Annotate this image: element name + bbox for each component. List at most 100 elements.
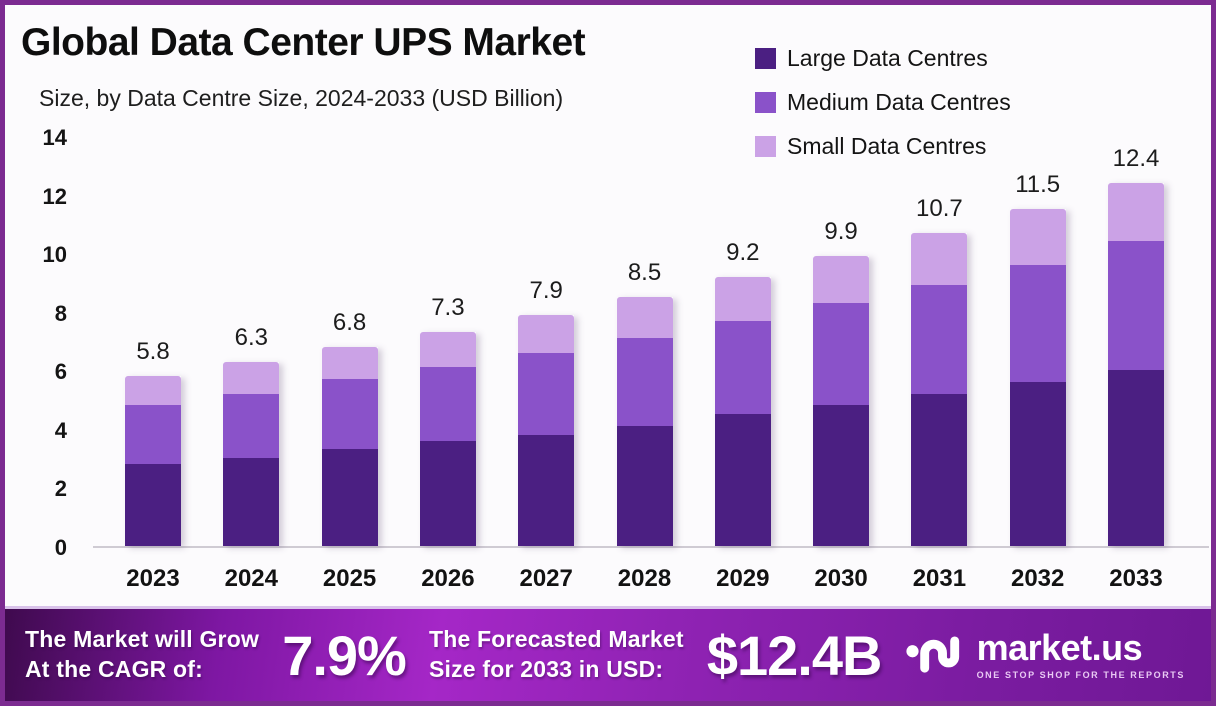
bar-total-label: 9.2 xyxy=(726,238,760,266)
bar-2024 xyxy=(223,361,280,546)
bar-segment xyxy=(911,393,968,546)
bar-segment xyxy=(813,405,870,546)
x-tick-label: 2029 xyxy=(716,565,770,592)
bar-segment xyxy=(714,414,771,546)
y-tick-label: 2 xyxy=(54,476,67,502)
bar-total-label: 7.3 xyxy=(431,294,465,322)
bar-segment xyxy=(911,285,968,394)
legend-swatch xyxy=(755,136,776,157)
bar-segment xyxy=(125,405,181,464)
x-tick-label: 2025 xyxy=(322,565,377,592)
bar-2025 xyxy=(321,346,378,546)
bar-segment xyxy=(1009,209,1066,265)
y-axis: 0 2 4 6 8 10 12 14 xyxy=(5,125,81,560)
x-tick-label: 2027 xyxy=(519,565,573,592)
bar-segment xyxy=(714,276,771,321)
brand: market.us ONE STOP SHOP FOR THE REPORTS xyxy=(905,628,1185,682)
bar-segment xyxy=(419,332,476,368)
bar-segment xyxy=(813,302,870,406)
bar-segment xyxy=(518,434,575,546)
forecast-value: $12.4B xyxy=(706,623,883,687)
plot-area: 5.8 6.3 6.8 7.3 7.9 8.5 9.2 9.9 10.7 11.5 12.4 xyxy=(93,138,1209,548)
bar-total-label: 11.5 xyxy=(1015,171,1061,199)
cagr-label: The Market will Grow At the CAGR of: xyxy=(25,625,259,685)
x-axis: 2023 2024 2025 2026 2027 2028 2029 2030 2031 2032… xyxy=(93,565,1209,599)
legend-item: Large Data Centres xyxy=(755,45,1011,72)
bar-segment xyxy=(321,379,378,450)
bar-segment xyxy=(419,367,476,441)
forecast-label-line2: Size for 2033 in USD: xyxy=(428,656,664,682)
x-tick-label: 2026 xyxy=(421,565,475,592)
bar-segment xyxy=(911,232,968,286)
legend-item: Medium Data Centres xyxy=(755,89,1011,116)
legend-swatch xyxy=(755,92,776,113)
forecast-label: The Forecasted Market Size for 2033 in U… xyxy=(429,625,684,685)
bar-total-label: 10.7 xyxy=(916,194,963,222)
x-tick-label: 2023 xyxy=(126,565,180,592)
page-title: Global Data Center UPS Market xyxy=(21,21,586,64)
y-tick-label: 0 xyxy=(54,535,67,560)
bar-segment xyxy=(223,393,280,459)
bar-segment xyxy=(125,376,181,406)
bar-segment xyxy=(616,425,673,546)
bar-segment xyxy=(1108,241,1164,371)
legend-label: Small Data Centres xyxy=(787,133,987,159)
bar-segment xyxy=(1009,264,1066,382)
bar-segment xyxy=(419,440,476,546)
x-tick-label: 2024 xyxy=(224,565,278,592)
bar-segment xyxy=(714,320,771,415)
bar-segment xyxy=(1009,382,1066,546)
cagr-label-line2: At the CAGR of: xyxy=(25,656,204,682)
bar-total-label: 6.8 xyxy=(332,308,367,336)
brand-text: market.us ONE STOP SHOP FOR THE REPORTS xyxy=(976,627,1185,681)
bar-total-label: 6.3 xyxy=(234,323,268,351)
legend: Large Data Centres Medium Data Centres Sma… xyxy=(755,45,1011,160)
cagr-value: 7.9% xyxy=(282,623,407,687)
forecast-label-line1: The Forecasted Market xyxy=(428,626,684,653)
bar-2030 xyxy=(813,256,870,546)
bar-2027 xyxy=(518,314,575,546)
bottom-banner: The Market will Grow At the CAGR of: 7.9… xyxy=(5,606,1211,701)
bar-2033 xyxy=(1108,182,1164,546)
x-tick-label: 2031 xyxy=(912,565,967,592)
bar-segment xyxy=(813,256,870,303)
y-tick-label: 6 xyxy=(54,359,67,385)
bar-segment xyxy=(1108,182,1164,242)
bar-segment xyxy=(518,314,575,353)
bar-total-label: 8.5 xyxy=(627,259,662,287)
bar-total-label: 7.9 xyxy=(529,276,563,304)
y-tick-label: 8 xyxy=(54,300,67,326)
brand-name: market.us xyxy=(976,627,1143,668)
y-tick-label: 10 xyxy=(42,242,67,268)
bar-segment xyxy=(321,346,378,380)
bar-segment xyxy=(1108,370,1164,546)
y-tick-label: 14 xyxy=(42,125,67,150)
x-tick-label: 2030 xyxy=(814,565,868,592)
bar-segment xyxy=(616,297,673,339)
y-tick-label: 4 xyxy=(54,417,67,443)
legend-item: Small Data Centres xyxy=(755,133,1011,160)
cagr-label-line1: The Market will Grow xyxy=(25,626,260,653)
bar-2031 xyxy=(911,232,968,546)
x-tick-label: 2033 xyxy=(1109,565,1163,592)
bar-segment xyxy=(223,458,280,546)
bar-2026 xyxy=(419,332,476,546)
y-tick-label: 12 xyxy=(42,183,67,209)
legend-label: Medium Data Centres xyxy=(787,89,1011,115)
bar-segment xyxy=(321,449,378,546)
bar-segment xyxy=(125,464,181,546)
page-subtitle: Size, by Data Centre Size, 2024-2033 (US… xyxy=(39,85,564,111)
bar-2029 xyxy=(714,276,771,546)
bar-total-label: 12.4 xyxy=(1112,144,1160,172)
bar-segment xyxy=(616,338,673,426)
bar-segment xyxy=(518,352,575,435)
marketus-logo-icon xyxy=(905,636,959,673)
brand-tagline: ONE STOP SHOP FOR THE REPORTS xyxy=(976,670,1185,680)
bar-2023 xyxy=(125,376,181,546)
legend-label: Large Data Centres xyxy=(787,45,988,71)
bar-segment xyxy=(223,361,280,394)
x-tick-label: 2028 xyxy=(617,565,672,592)
bar-2028 xyxy=(616,297,673,546)
bar-2032 xyxy=(1009,209,1066,546)
